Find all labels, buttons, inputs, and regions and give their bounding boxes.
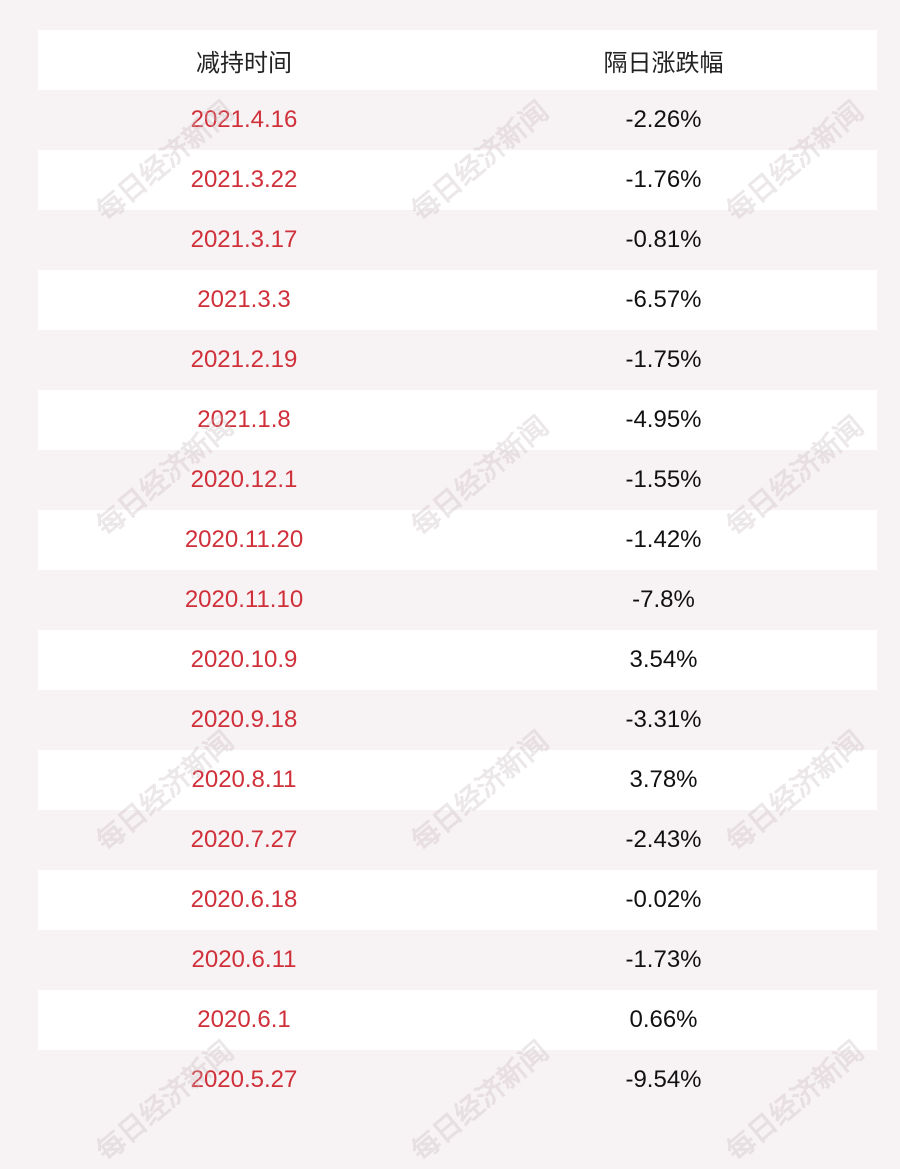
table: 减持时间 隔日涨跌幅 2021.4.16 -2.26% 2021.3.22 -1.76… — [38, 30, 877, 1110]
change-cell: -1.76% — [625, 166, 702, 193]
date-cell: 2020.7.27 — [190, 826, 298, 853]
table-row: 2020.6.11 -1.73% — [38, 930, 877, 990]
date-cell: 2020.6.1 — [197, 1006, 291, 1033]
table-row: 2021.3.22 -1.76% — [38, 150, 877, 210]
header-row: 减持时间 隔日涨跌幅 — [38, 30, 877, 90]
header-cell: 减持时间 — [196, 49, 292, 77]
date-cell: 2021.3.3 — [197, 286, 291, 313]
table-row: 2021.4.16 -2.26% — [38, 90, 877, 150]
date-cell: 2021.2.19 — [190, 346, 298, 373]
change-cell: -9.54% — [625, 1066, 702, 1093]
change-cell: -7.8% — [632, 586, 695, 613]
table-row: 2020.8.11 3.78% — [38, 750, 877, 810]
table-row: 2021.3.3 -6.57% — [38, 270, 877, 330]
change-cell: 3.54% — [629, 646, 698, 673]
change-cell: -0.81% — [625, 226, 702, 253]
change-cell: -1.42% — [625, 526, 702, 553]
date-cell: 2021.3.22 — [190, 166, 298, 193]
table-row: 2020.11.10 -7.8% — [38, 570, 877, 630]
date-cell: 2021.3.17 — [190, 226, 298, 253]
change-cell: -2.26% — [625, 106, 702, 133]
page: 减持时间 隔日涨跌幅 2021.4.16 -2.26% 2021.3.22 -1.76… — [38, 30, 877, 1168]
table-row: 2020.6.18 -0.02% — [38, 870, 877, 930]
table-row: 2021.1.8 -4.95% — [38, 390, 877, 450]
change-cell: 3.78% — [629, 766, 698, 793]
date-cell: 2020.12.1 — [190, 466, 298, 493]
change-cell: -4.95% — [625, 406, 702, 433]
change-cell: -0.02% — [625, 886, 702, 913]
table-row: 2020.11.20 -1.42% — [38, 510, 877, 570]
table-row: 2020.7.27 -2.43% — [38, 810, 877, 870]
table-row: 2020.5.27 -9.54% — [38, 1050, 877, 1110]
header-cell: 隔日涨跌幅 — [603, 49, 724, 77]
date-cell: 2020.6.18 — [190, 886, 298, 913]
table-row: 2020.10.9 3.54% — [38, 630, 877, 690]
date-cell: 2020.9.18 — [190, 706, 298, 733]
table-row: 2021.3.17 -0.81% — [38, 210, 877, 270]
date-cell: 2020.5.27 — [190, 1066, 298, 1093]
date-cell: 2020.11.20 — [184, 526, 304, 553]
date-cell: 2021.4.16 — [190, 106, 298, 133]
table-row: 2020.6.1 0.66% — [38, 990, 877, 1050]
date-cell: 2020.8.11 — [191, 766, 297, 793]
date-cell: 2020.6.11 — [191, 946, 297, 973]
change-cell: -1.55% — [625, 466, 702, 493]
change-cell: -1.75% — [625, 346, 702, 373]
date-cell: 2020.10.9 — [190, 646, 298, 673]
table-row: 2020.12.1 -1.55% — [38, 450, 877, 510]
table-row: 2020.9.18 -3.31% — [38, 690, 877, 750]
date-cell: 2020.11.10 — [184, 586, 304, 613]
change-cell: -6.57% — [625, 286, 702, 313]
change-cell: -1.73% — [625, 946, 702, 973]
change-cell: -2.43% — [625, 826, 702, 853]
table-row: 2021.2.19 -1.75% — [38, 330, 877, 390]
date-cell: 2021.1.8 — [197, 406, 291, 433]
change-cell: 0.66% — [629, 1006, 698, 1033]
change-cell: -3.31% — [625, 706, 702, 733]
